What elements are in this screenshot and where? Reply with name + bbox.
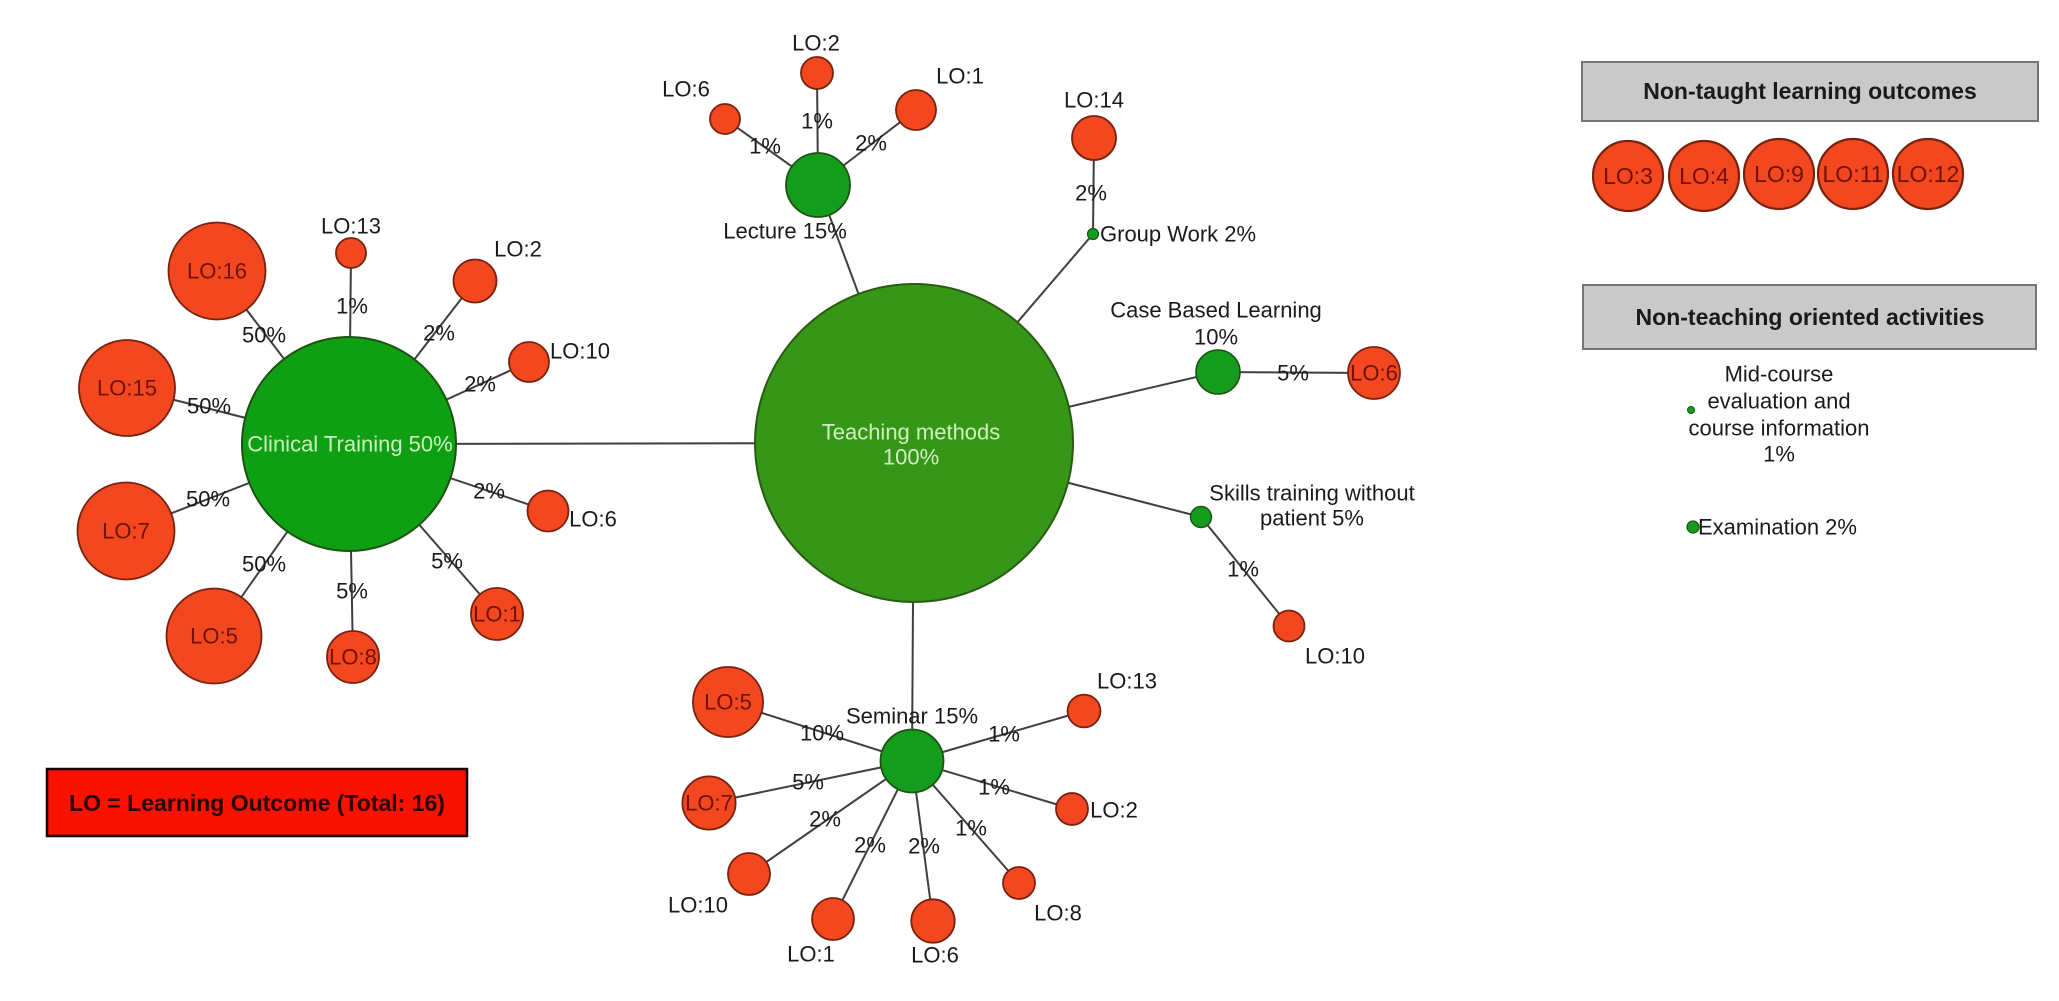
svg-text:5%: 5%: [336, 579, 368, 604]
svg-text:LO:15: LO:15: [97, 376, 157, 401]
svg-text:LO:8: LO:8: [329, 645, 377, 670]
svg-text:LO:9: LO:9: [1754, 161, 1804, 187]
svg-text:LO:10: LO:10: [550, 339, 610, 364]
svg-text:LO:5: LO:5: [704, 690, 752, 715]
svg-text:LO:6: LO:6: [569, 507, 617, 532]
svg-text:LO = Learning Outcome (Total:: LO = Learning Outcome (Total: 16): [69, 790, 445, 816]
svg-text:5%: 5%: [1277, 361, 1309, 386]
svg-text:Examination 2%: Examination 2%: [1698, 515, 1857, 540]
svg-text:2%: 2%: [464, 372, 496, 397]
svg-text:1%: 1%: [749, 134, 781, 159]
svg-text:10%: 10%: [800, 721, 844, 746]
svg-text:LO:3: LO:3: [1603, 163, 1653, 189]
svg-text:2%: 2%: [908, 834, 940, 859]
svg-text:Mid-course: Mid-course: [1725, 362, 1834, 387]
svg-text:LO:1: LO:1: [936, 64, 984, 89]
svg-text:LO:2: LO:2: [792, 31, 840, 56]
svg-text:LO:6: LO:6: [911, 943, 959, 968]
svg-text:2%: 2%: [855, 131, 887, 156]
svg-text:LO:10: LO:10: [1305, 644, 1365, 669]
svg-text:1%: 1%: [988, 722, 1020, 747]
svg-text:Group Work 2%: Group Work 2%: [1100, 222, 1256, 247]
svg-text:1%: 1%: [978, 775, 1010, 800]
svg-text:2%: 2%: [473, 479, 505, 504]
svg-text:50%: 50%: [242, 552, 286, 577]
svg-text:Case Based Learning: Case Based Learning: [1110, 298, 1322, 323]
svg-text:LO:6: LO:6: [1350, 361, 1398, 386]
svg-text:LO:4: LO:4: [1679, 163, 1729, 189]
svg-text:LO:2: LO:2: [1090, 798, 1138, 823]
svg-text:2%: 2%: [1075, 181, 1107, 206]
svg-text:LO:6: LO:6: [662, 77, 710, 102]
svg-text:LO:1: LO:1: [473, 602, 521, 627]
svg-text:100%: 100%: [883, 445, 939, 470]
svg-text:LO:8: LO:8: [1034, 901, 1082, 926]
svg-text:10%: 10%: [1194, 325, 1238, 350]
svg-text:LO:10: LO:10: [668, 893, 728, 918]
svg-text:50%: 50%: [186, 487, 230, 512]
svg-text:2%: 2%: [854, 833, 886, 858]
svg-text:LO:2: LO:2: [494, 237, 542, 262]
svg-text:Clinical Training 50%: Clinical Training 50%: [247, 432, 452, 457]
svg-text:2%: 2%: [423, 321, 455, 346]
svg-text:1%: 1%: [801, 109, 833, 134]
svg-text:LO:14: LO:14: [1064, 88, 1124, 113]
svg-text:50%: 50%: [242, 323, 286, 348]
svg-text:1%: 1%: [1763, 442, 1795, 467]
svg-text:LO:7: LO:7: [102, 519, 150, 544]
svg-text:Teaching methods: Teaching methods: [822, 420, 1001, 445]
svg-text:LO:1: LO:1: [787, 942, 835, 967]
svg-text:evaluation and: evaluation and: [1707, 389, 1850, 414]
svg-text:50%: 50%: [187, 394, 231, 419]
svg-text:Seminar 15%: Seminar 15%: [846, 704, 978, 729]
svg-text:LO:5: LO:5: [190, 624, 238, 649]
svg-text:LO:13: LO:13: [321, 214, 381, 239]
svg-text:patient 5%: patient 5%: [1260, 506, 1364, 531]
svg-text:LO:12: LO:12: [1897, 161, 1960, 187]
svg-text:Skills training without: Skills training without: [1209, 481, 1414, 506]
svg-text:Lecture 15%: Lecture 15%: [723, 219, 847, 244]
svg-text:5%: 5%: [431, 549, 463, 574]
svg-text:Non-taught learning outcomes: Non-taught learning outcomes: [1643, 78, 1977, 104]
svg-text:5%: 5%: [792, 770, 824, 795]
svg-text:LO:11: LO:11: [1823, 161, 1884, 187]
svg-text:course information: course information: [1689, 416, 1870, 441]
svg-text:LO:13: LO:13: [1097, 669, 1157, 694]
svg-text:LO:7: LO:7: [685, 791, 733, 816]
svg-text:2%: 2%: [809, 807, 841, 832]
svg-text:Non-teaching oriented activiti: Non-teaching oriented activities: [1636, 304, 1985, 330]
svg-text:1%: 1%: [955, 816, 987, 841]
svg-text:1%: 1%: [336, 294, 368, 319]
svg-text:LO:16: LO:16: [187, 259, 247, 284]
svg-text:1%: 1%: [1227, 557, 1259, 582]
